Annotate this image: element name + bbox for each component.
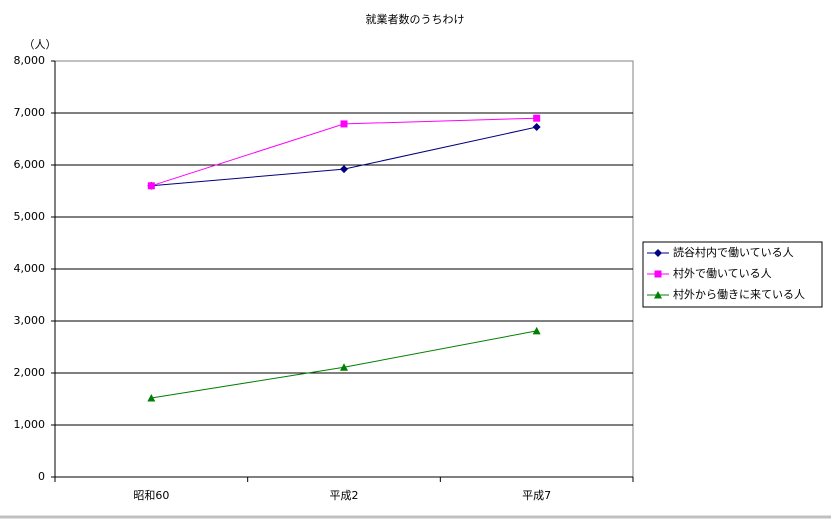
marker xyxy=(533,114,541,122)
x-tick-label: 平成7 xyxy=(522,489,551,502)
y-tick-label: 7,000 xyxy=(14,106,46,119)
x-tick-label: 平成2 xyxy=(330,489,359,502)
x-tick-label: 昭和60 xyxy=(133,489,169,502)
legend-box xyxy=(642,241,823,308)
y-tick-label: 1,000 xyxy=(14,418,46,431)
marker xyxy=(654,249,662,257)
marker xyxy=(532,326,541,335)
marker xyxy=(654,291,662,299)
y-tick-label: 6,000 xyxy=(14,158,46,171)
marker xyxy=(340,165,348,174)
y-tick-label: 8,000 xyxy=(14,54,46,67)
y-tick-label: 2,000 xyxy=(14,366,46,379)
legend-label: 村外で働いている人 xyxy=(673,266,772,280)
legend-label: 村外から働きに来ている人 xyxy=(673,287,805,301)
marker xyxy=(654,270,662,278)
y-tick-label: 0 xyxy=(38,470,45,483)
legend-label: 読谷村内で働いている人 xyxy=(673,245,794,259)
marker xyxy=(340,120,348,128)
marker xyxy=(532,123,541,132)
marker xyxy=(340,363,348,371)
y-tick-label: 5,000 xyxy=(14,210,46,223)
y-tick-label: 3,000 xyxy=(14,314,46,327)
marker xyxy=(147,393,156,402)
chart-title: 就業者数のうちわけ xyxy=(366,12,465,26)
marker xyxy=(147,182,155,190)
y-axis-label: （人） xyxy=(24,38,57,51)
y-tick-label: 4,000 xyxy=(14,262,46,275)
